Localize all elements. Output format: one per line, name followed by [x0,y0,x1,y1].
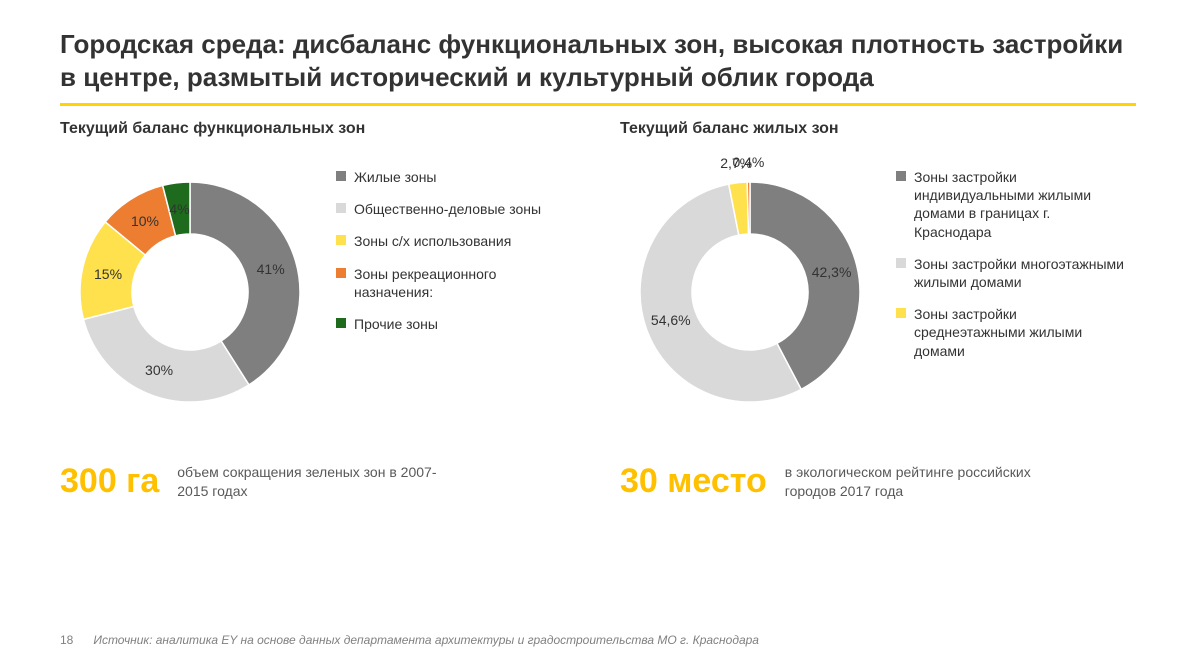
legend-item: Зоны рекреационного назначения: [336,265,566,301]
accent-rule [60,103,1136,106]
donut-slice [747,182,750,234]
donut-chart-right: 42,3%54,6%2,7%0,4% [620,162,880,422]
stat-right: 30 место в экологическом рейтинге россий… [620,462,1136,501]
donut-slice-label: 30% [145,362,173,378]
donut-slice-label: 54,6% [651,312,691,328]
donut-slice-label: 15% [94,266,122,282]
legend-item: Жилые зоны [336,168,566,186]
legend-text: Общественно-деловые зоны [354,200,541,218]
source-text: Источник: аналитика EY на основе данных … [93,633,759,647]
stat-left: 300 га объем сокращения зеленых зон в 20… [60,462,620,501]
stat-left-desc: объем сокращения зеленых зон в 2007-2015… [177,463,447,501]
charts-row: 41% 30% 15% 10% 4% Жилые зоны Общественно-дел… [60,162,1136,422]
slide: Городская среда: дисбаланс функциональны… [0,0,1186,667]
legend-item: Прочие зоны [336,315,566,333]
donut-slice-label: 41% [257,261,285,277]
chart-right-subtitle: Текущий баланс жилых зон [620,120,1136,138]
legend-text: Зоны застройки индивидуальными жилыми до… [914,168,1126,241]
legend-swatch [336,171,346,181]
legend-text: Зоны с/х использования [354,232,511,250]
legend-swatch [336,235,346,245]
legend-item: Зоны застройки индивидуальными жилыми до… [896,168,1126,241]
legend-text: Зоны застройки среднеэтажными жилыми дом… [914,305,1126,360]
legend-text: Прочие зоны [354,315,438,333]
footer: 18 Источник: аналитика EY на основе данн… [60,633,1136,647]
legend-swatch [896,258,906,268]
chart-left-column: 41% 30% 15% 10% 4% Жилые зоны Общественно-дел… [60,162,620,422]
legend-swatch [336,318,346,328]
legend-right: Зоны застройки индивидуальными жилыми до… [896,162,1126,374]
donut-slice-label: 10% [131,213,159,229]
donut-slice-label: 4% [169,201,189,217]
donut-slice-label: 42,3% [812,264,852,280]
chart-left-subtitle: Текущий баланс функциональных зон [60,120,620,138]
legend-item: Общественно-деловые зоны [336,200,566,218]
legend-item: Зоны застройки многоэтажными жилыми дома… [896,255,1126,291]
chart-right-column: 42,3%54,6%2,7%0,4% Зоны застройки индиви… [620,162,1136,422]
legend-swatch [896,308,906,318]
donut-slice [83,306,248,402]
legend-text: Зоны застройки многоэтажными жилыми дома… [914,255,1126,291]
legend-left: Жилые зоны Общественно-деловые зоны Зоны с… [336,162,566,347]
subtitles-row: Текущий баланс функциональных зон Текущи… [60,120,1136,138]
legend-item: Зоны застройки среднеэтажными жилыми дом… [896,305,1126,360]
page-title: Городская среда: дисбаланс функциональны… [60,28,1136,93]
donut-chart-left: 41% 30% 15% 10% 4% [60,162,320,422]
legend-swatch [336,268,346,278]
legend-text: Жилые зоны [354,168,437,186]
stat-left-number: 300 га [60,462,159,501]
stats-row: 300 га объем сокращения зеленых зон в 20… [60,462,1136,501]
legend-text: Зоны рекреационного назначения: [354,265,566,301]
donut-slice-label: 0,4% [732,154,764,170]
stat-right-number: 30 место [620,462,767,501]
legend-swatch [896,171,906,181]
stat-right-desc: в экологическом рейтинге российских горо… [785,463,1055,501]
legend-item: Зоны с/х использования [336,232,566,250]
legend-swatch [336,203,346,213]
page-number: 18 [60,633,73,647]
